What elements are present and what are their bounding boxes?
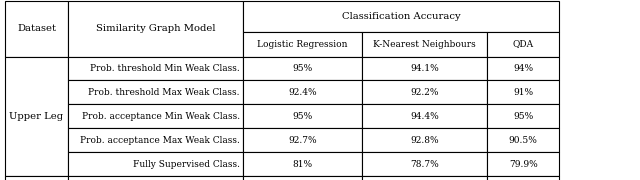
Bar bbox=[487, 152, 559, 176]
Bar bbox=[487, 128, 559, 152]
Text: 91%: 91% bbox=[513, 88, 533, 97]
Text: Similarity Graph Model: Similarity Graph Model bbox=[96, 24, 215, 33]
Bar bbox=[362, 128, 487, 152]
Bar bbox=[362, 176, 487, 180]
Text: Upper Leg: Upper Leg bbox=[10, 112, 63, 121]
Bar bbox=[487, 31, 559, 57]
Bar bbox=[362, 104, 487, 128]
Text: 90.5%: 90.5% bbox=[509, 136, 538, 145]
Bar bbox=[68, 176, 243, 180]
Text: 92.8%: 92.8% bbox=[410, 136, 438, 145]
Text: 92.4%: 92.4% bbox=[288, 88, 317, 97]
Bar bbox=[487, 176, 559, 180]
Bar bbox=[487, 57, 559, 80]
Bar bbox=[68, 152, 243, 176]
Text: Prob. threshold Max Weak Class.: Prob. threshold Max Weak Class. bbox=[88, 88, 240, 97]
Bar bbox=[243, 128, 362, 152]
Text: Prob. acceptance Max Weak Class.: Prob. acceptance Max Weak Class. bbox=[80, 136, 240, 145]
Text: 95%: 95% bbox=[513, 112, 533, 121]
Bar bbox=[243, 1, 559, 31]
Text: 92.7%: 92.7% bbox=[288, 136, 317, 145]
Text: 95%: 95% bbox=[292, 64, 312, 73]
Text: 94%: 94% bbox=[513, 64, 533, 73]
Text: 94.1%: 94.1% bbox=[410, 64, 438, 73]
Text: Prob. acceptance Min Weak Class.: Prob. acceptance Min Weak Class. bbox=[82, 112, 240, 121]
Bar bbox=[68, 128, 243, 152]
Bar bbox=[487, 80, 559, 104]
Bar bbox=[5, 1, 68, 57]
Bar bbox=[68, 57, 243, 80]
Text: QDA: QDA bbox=[513, 40, 534, 49]
Bar bbox=[243, 104, 362, 128]
Bar bbox=[243, 80, 362, 104]
Bar bbox=[487, 104, 559, 128]
Bar bbox=[362, 80, 487, 104]
Text: Fully Supervised Class.: Fully Supervised Class. bbox=[133, 160, 240, 169]
Bar bbox=[68, 80, 243, 104]
Bar bbox=[362, 31, 487, 57]
Text: Dataset: Dataset bbox=[17, 24, 56, 33]
Bar bbox=[68, 1, 243, 57]
Bar bbox=[243, 31, 362, 57]
Text: Prob. threshold Min Weak Class.: Prob. threshold Min Weak Class. bbox=[90, 64, 240, 73]
Text: 78.7%: 78.7% bbox=[410, 160, 438, 169]
Bar bbox=[243, 57, 362, 80]
Text: 92.2%: 92.2% bbox=[410, 88, 438, 97]
Bar bbox=[243, 152, 362, 176]
Bar bbox=[362, 152, 487, 176]
Bar bbox=[5, 57, 68, 176]
Text: 95%: 95% bbox=[292, 112, 312, 121]
Text: 79.9%: 79.9% bbox=[509, 160, 538, 169]
Text: 81%: 81% bbox=[292, 160, 312, 169]
Bar bbox=[243, 176, 362, 180]
Text: Logistic Regression: Logistic Regression bbox=[257, 40, 348, 49]
Text: Classification Accuracy: Classification Accuracy bbox=[342, 12, 461, 21]
Bar bbox=[68, 104, 243, 128]
Bar bbox=[362, 57, 487, 80]
Bar bbox=[5, 176, 68, 180]
Text: 94.4%: 94.4% bbox=[410, 112, 438, 121]
Text: K-Nearest Neighbours: K-Nearest Neighbours bbox=[373, 40, 476, 49]
